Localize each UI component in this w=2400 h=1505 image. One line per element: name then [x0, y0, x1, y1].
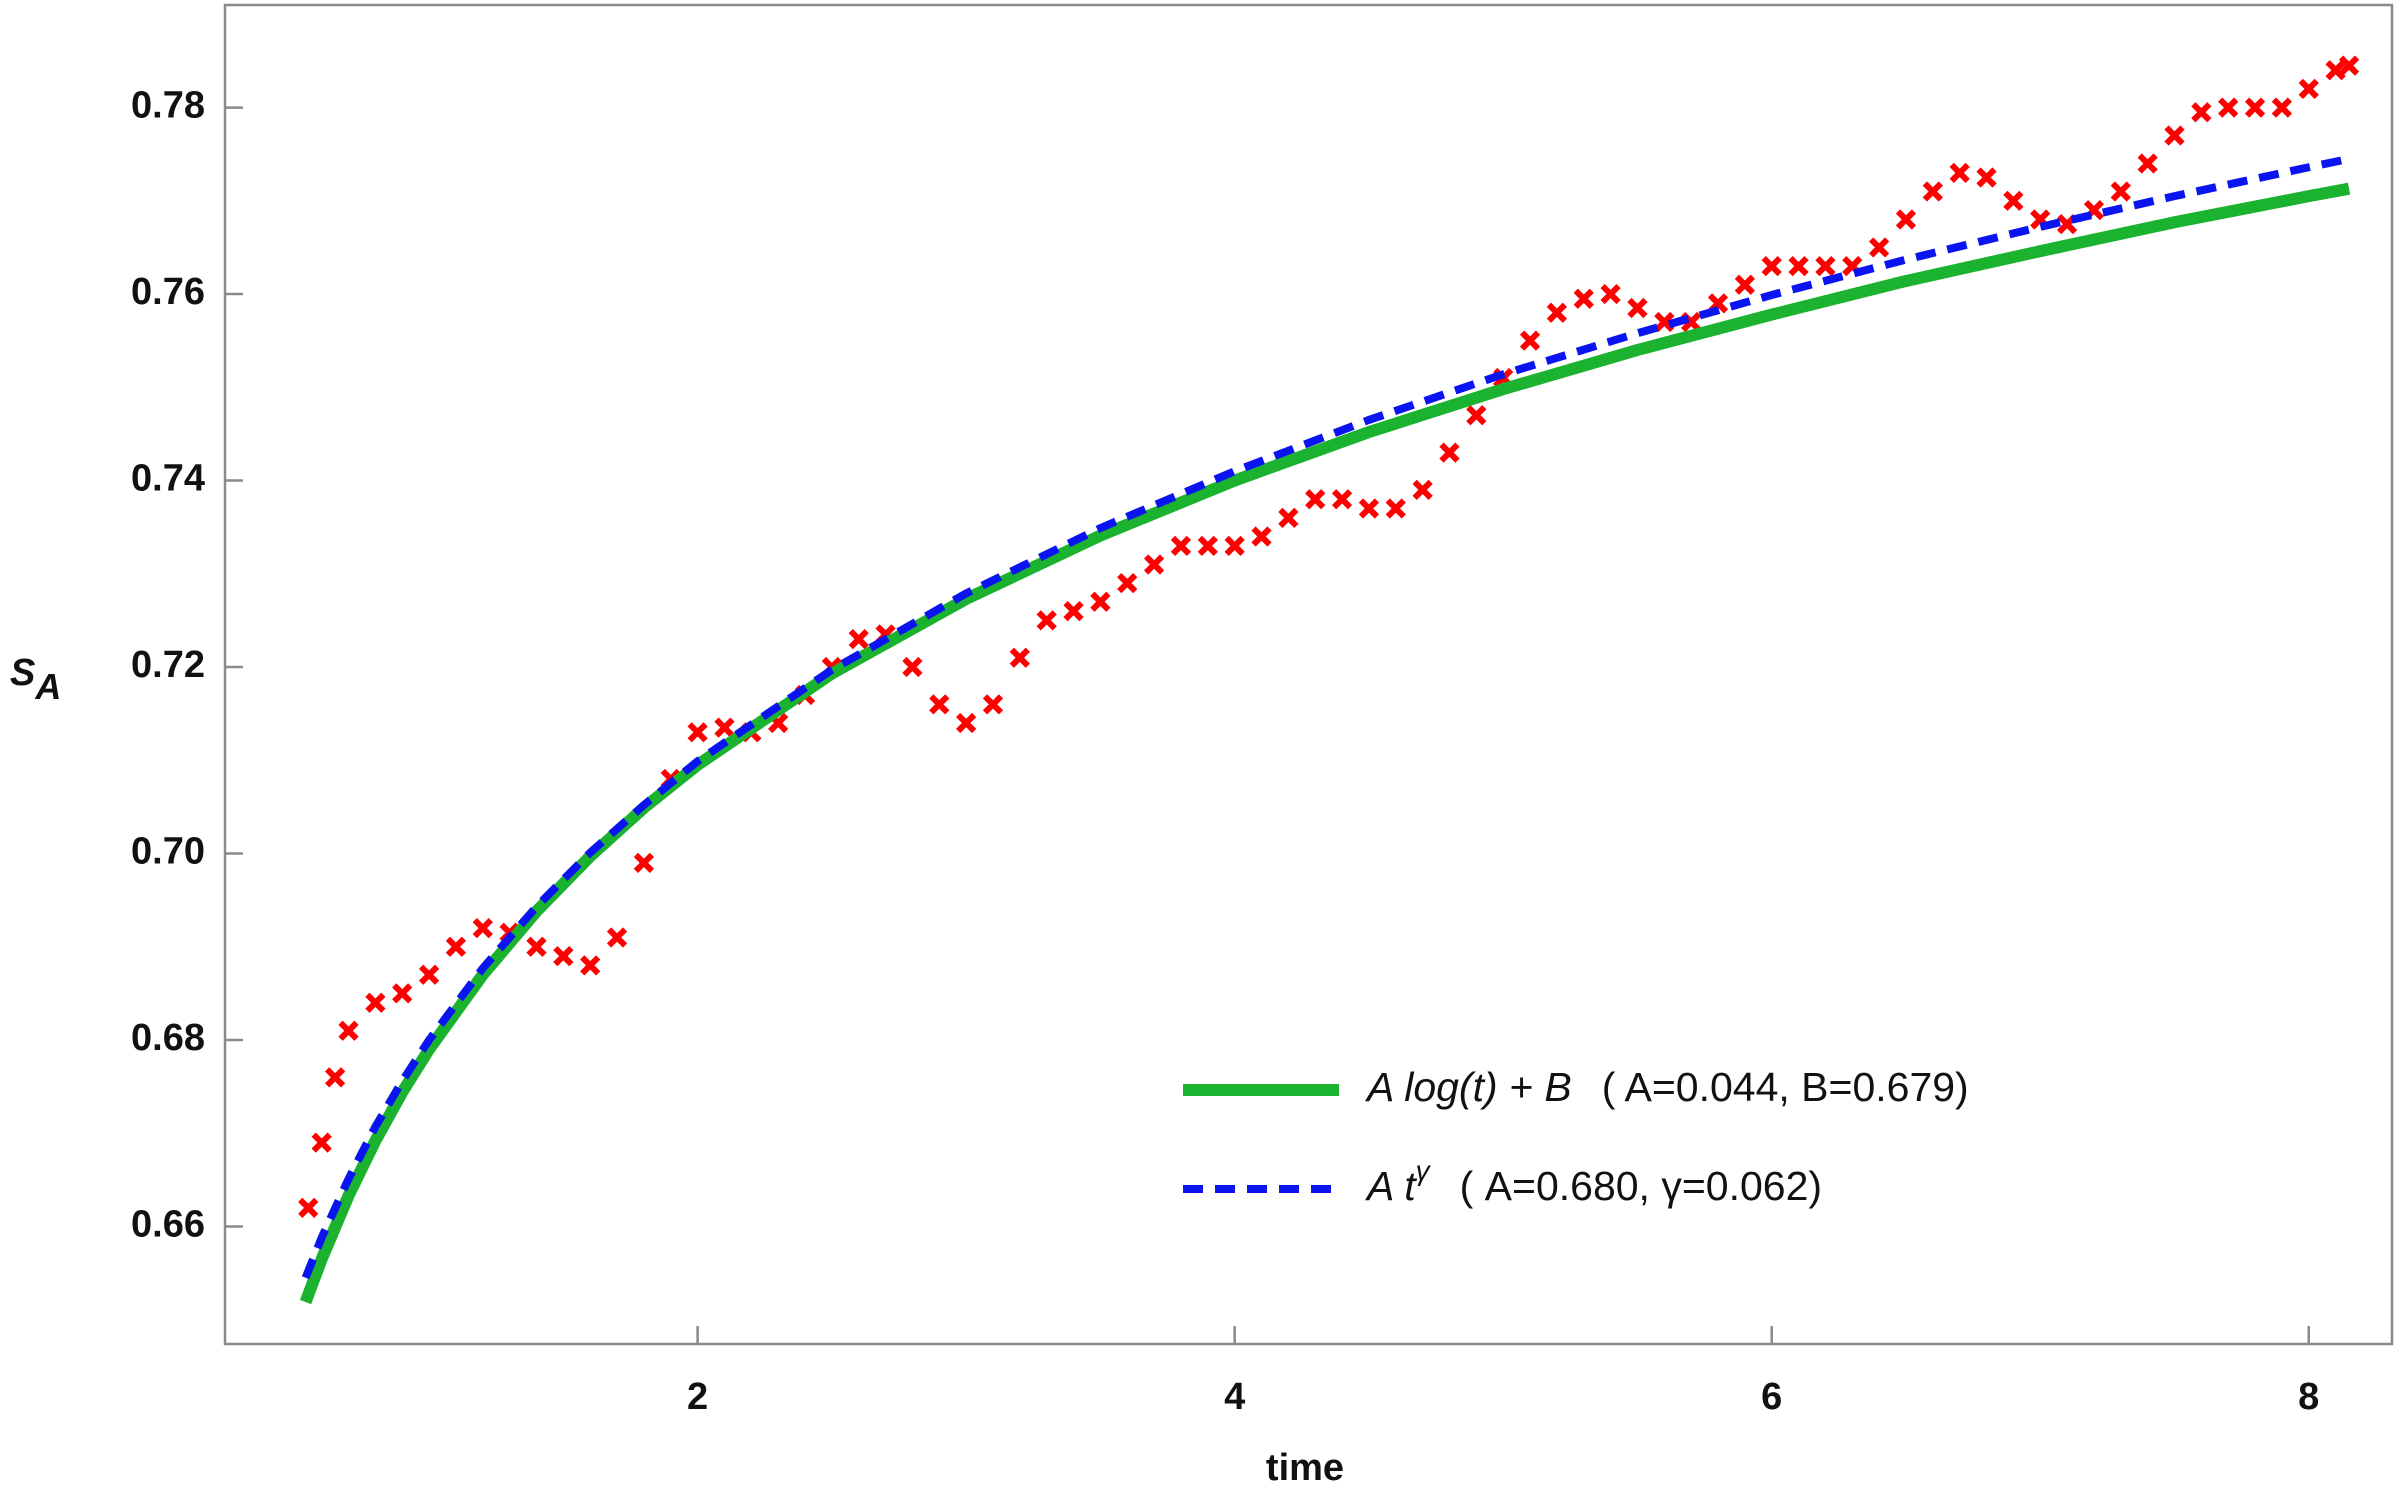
- y-tick-label: 0.76: [131, 271, 205, 313]
- data-marker: [2298, 78, 2319, 100]
- data-marker: [2137, 153, 2158, 174]
- data-marker: [392, 983, 413, 1004]
- data-marker: [1600, 283, 1621, 305]
- y-tick-label: 0.74: [131, 458, 205, 500]
- data-marker: [1385, 498, 1406, 519]
- x-tick-label: 2: [687, 1376, 708, 1418]
- data-marker: [1170, 535, 1192, 556]
- data-marker: [580, 955, 601, 976]
- data-marker: [687, 722, 708, 743]
- y-tick-label: 0.66: [131, 1204, 205, 1246]
- data-marker: [1654, 311, 1675, 333]
- data-marker: [902, 656, 923, 678]
- data-marker: [1358, 498, 1380, 519]
- data-marker: [553, 945, 574, 967]
- data-marker: [1868, 237, 1890, 258]
- data-marker: [445, 936, 467, 957]
- x-axis-label: time: [1266, 1447, 1344, 1489]
- fit-line: [299, 182, 2351, 1305]
- data-marker: [606, 927, 628, 948]
- y-axis-label-main: S: [10, 652, 35, 694]
- data-marker: [2218, 97, 2239, 118]
- data-marker: [365, 992, 386, 1013]
- y-tick-label: 0.78: [131, 85, 205, 127]
- data-marker: [956, 712, 977, 734]
- data-marker: [1546, 302, 1568, 323]
- data-marker: [1788, 255, 1809, 277]
- data-marker: [1519, 330, 1541, 351]
- data-marker: [848, 628, 869, 650]
- data-marker: [311, 1132, 332, 1153]
- data-marker: [1278, 507, 1299, 528]
- y-axis-label-sub: A: [34, 666, 61, 707]
- data-marker: [2191, 102, 2212, 123]
- plot-frame: [223, 3, 2394, 1346]
- y-tick-label: 0.68: [131, 1017, 205, 1059]
- data-marker: [2338, 55, 2360, 76]
- data-marker: [1251, 526, 1272, 547]
- data-marker: [2271, 97, 2293, 118]
- data-marker: [1224, 535, 1245, 556]
- data-marker: [1895, 209, 1917, 230]
- data-marker: [1761, 255, 1782, 277]
- x-tick-label: 6: [1761, 1376, 1782, 1418]
- data-marker: [1976, 167, 1997, 188]
- data-marker: [1573, 288, 1594, 309]
- data-marker: [338, 1020, 359, 1041]
- data-marker: [1627, 297, 1648, 319]
- legend-entry: A tγ ( A=0.680, γ=0.062): [1364, 1155, 1822, 1208]
- x-tick-label: 4: [1224, 1376, 1245, 1418]
- data-marker: [1439, 442, 1460, 463]
- data-marker: [1331, 489, 1353, 510]
- legend-name: A t: [1364, 1163, 1417, 1209]
- data-marker: [2003, 190, 2024, 211]
- data-marker: [1117, 572, 1138, 594]
- data-marker: [418, 964, 440, 985]
- data-marker: [1143, 554, 1165, 575]
- data-marker: [1466, 405, 1487, 426]
- y-tick-label: 0.70: [131, 831, 205, 873]
- legend-name: A log(t) + B: [1364, 1064, 1572, 1110]
- data-marker: [714, 717, 735, 738]
- x-tick-label: 8: [2298, 1376, 2319, 1418]
- data-marker: [2110, 181, 2131, 202]
- data-marker: [2164, 125, 2185, 146]
- data-marker: [1922, 181, 1943, 202]
- data-marker: [1090, 591, 1111, 612]
- data-marker: [1063, 600, 1084, 622]
- data-marker: [1197, 535, 1218, 556]
- data-marker: [2325, 60, 2346, 81]
- data-marker: [1734, 274, 1755, 295]
- data-marker: [324, 1067, 346, 1088]
- fit-line-dashed: [301, 154, 2350, 1280]
- data-marker: [1009, 647, 1030, 668]
- legend-params: ( A=0.044, B=0.679): [1602, 1064, 1969, 1110]
- data-marker: [526, 936, 547, 957]
- y-axis-label: SA: [10, 652, 61, 706]
- data-marker: [1949, 162, 1970, 183]
- data-marker: [472, 918, 493, 939]
- data-marker: [1305, 489, 1326, 510]
- data-marker: [929, 694, 950, 715]
- data-marker: [1036, 610, 1057, 631]
- data-marker: [2244, 97, 2266, 118]
- y-tick-label: 0.72: [131, 644, 205, 686]
- data-marker: [982, 694, 1004, 715]
- data-marker: [1412, 479, 1433, 500]
- legend-params: ( A=0.680, γ=0.062): [1460, 1163, 1822, 1209]
- legend-exponent: γ: [1416, 1155, 1432, 1186]
- data-marker: [633, 852, 655, 873]
- data-marker: [298, 1197, 319, 1218]
- data-marker: [1815, 255, 1836, 277]
- legend-entry: A log(t) + B ( A=0.044, B=0.679): [1364, 1064, 1969, 1110]
